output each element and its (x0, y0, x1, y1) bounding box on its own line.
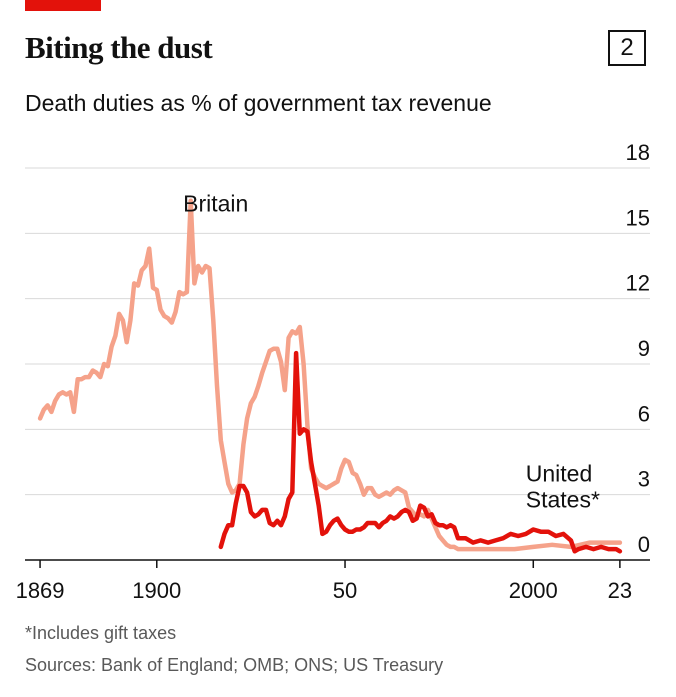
x-tick-label: 23 (608, 578, 632, 603)
chart-title: Biting the dust (25, 30, 213, 65)
x-tick-label: 1900 (132, 578, 181, 603)
gridlines (25, 167, 650, 561)
series-line-united-states (218, 350, 623, 554)
chart-subtitle: Death duties as % of government tax reve… (25, 90, 492, 116)
series-label-annotation: States* (526, 487, 600, 513)
footnote: *Includes gift taxes (25, 623, 177, 643)
x-tick-label: 1869 (16, 578, 65, 603)
y-tick-label: 12 (626, 271, 650, 296)
series-label-annotation: United (526, 461, 592, 487)
brand-accent-bar (25, 0, 101, 11)
chart-number-badge: 2 (608, 30, 646, 66)
x-tick-label: 2000 (509, 578, 558, 603)
y-tick-label: 15 (626, 205, 650, 230)
sources-note: Sources: Bank of England; OMB; ONS; US T… (25, 655, 444, 675)
x-tick-label: 50 (333, 578, 357, 603)
series-lines (37, 198, 623, 554)
x-axis-ticks: 1869 1900 50 2000 23 (16, 560, 632, 603)
y-tick-label: 0 (638, 532, 650, 557)
line-chart: 0 3 6 9 12 15 18 1869 1900 50 2000 23 Britain Unite… (16, 140, 650, 603)
series-label-annotation: Britain (183, 191, 248, 217)
y-tick-label: 6 (638, 401, 650, 426)
y-tick-label: 3 (638, 467, 650, 492)
y-tick-label: 18 (626, 140, 650, 165)
y-tick-label: 9 (638, 336, 650, 361)
y-axis-ticks: 0 3 6 9 12 15 18 (626, 140, 650, 557)
